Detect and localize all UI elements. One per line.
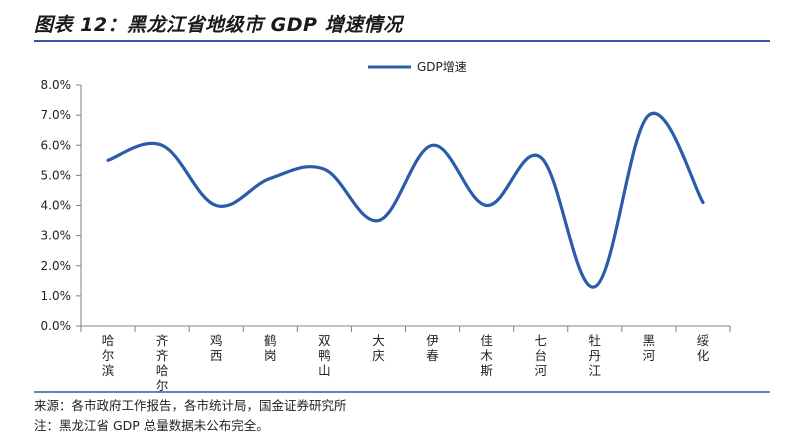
y-tick-label: 5.0% xyxy=(41,168,72,182)
x-tick-label: 哈尔滨 xyxy=(102,333,115,378)
figure-title: 图表 12：黑龙江省地级市 GDP 增速情况 xyxy=(34,14,403,36)
data-point-5 xyxy=(323,168,326,171)
data-point-3 xyxy=(215,204,218,207)
legend-label: GDP增速 xyxy=(417,60,467,74)
y-tick-label: 8.0% xyxy=(41,78,72,92)
y-tick-label: 6.0% xyxy=(41,138,72,152)
footnote: 注：黑龙江省 GDP 总量数据未公布完全。 xyxy=(34,418,269,433)
x-tick-label: 七台河 xyxy=(534,333,547,378)
x-tick-label: 鹤岗 xyxy=(264,333,277,363)
x-tick-label: 牡丹江 xyxy=(589,333,602,378)
legend: GDP增速 xyxy=(368,60,467,74)
data-point-8 xyxy=(485,204,488,207)
series-line-gdp-growth xyxy=(106,111,705,289)
data-point-1 xyxy=(106,159,110,162)
x-tick-label: 鸡西 xyxy=(210,333,223,363)
x-tick-label: 齐齐哈尔 xyxy=(156,333,169,393)
data-point-2 xyxy=(160,144,164,147)
y-tick-label: 1.0% xyxy=(41,289,72,303)
data-point-12 xyxy=(701,201,705,204)
source-note: 来源：各市政府工作报告，各市统计局，国金证券研究所 xyxy=(34,398,347,413)
x-tick-label: 佳木斯 xyxy=(480,333,493,378)
data-point-6 xyxy=(377,219,380,222)
data-point-11 xyxy=(647,113,651,117)
data-point-4 xyxy=(269,177,272,180)
y-axis-ticks: 0.0% 1.0% 2.0% 3.0% 4.0% 5.0% 6.0% 7.0% 8.0% xyxy=(41,78,81,333)
y-tick-label: 7.0% xyxy=(41,108,72,122)
y-tick-label: 4.0% xyxy=(41,199,72,213)
x-tick-label: 大庆 xyxy=(372,333,385,363)
x-axis-ticks: 哈尔滨 齐齐哈尔 鸡西 鹤岗 双鸭山 大庆 伊春 佳木斯 七台河 牡丹江 黑河 绥化 xyxy=(80,326,731,393)
x-tick-label: 绥化 xyxy=(697,333,710,363)
x-tick-label: 伊春 xyxy=(426,333,439,363)
x-tick-label: 黑河 xyxy=(643,333,656,363)
y-tick-label: 2.0% xyxy=(41,259,72,273)
data-point-9 xyxy=(539,156,542,159)
y-tick-label: 0.0% xyxy=(41,319,72,333)
data-points xyxy=(106,113,705,289)
x-tick-label: 双鸭山 xyxy=(318,333,331,378)
data-point-10 xyxy=(593,285,596,289)
data-point-7 xyxy=(431,144,434,147)
y-tick-label: 3.0% xyxy=(41,229,72,243)
axes xyxy=(80,85,730,327)
